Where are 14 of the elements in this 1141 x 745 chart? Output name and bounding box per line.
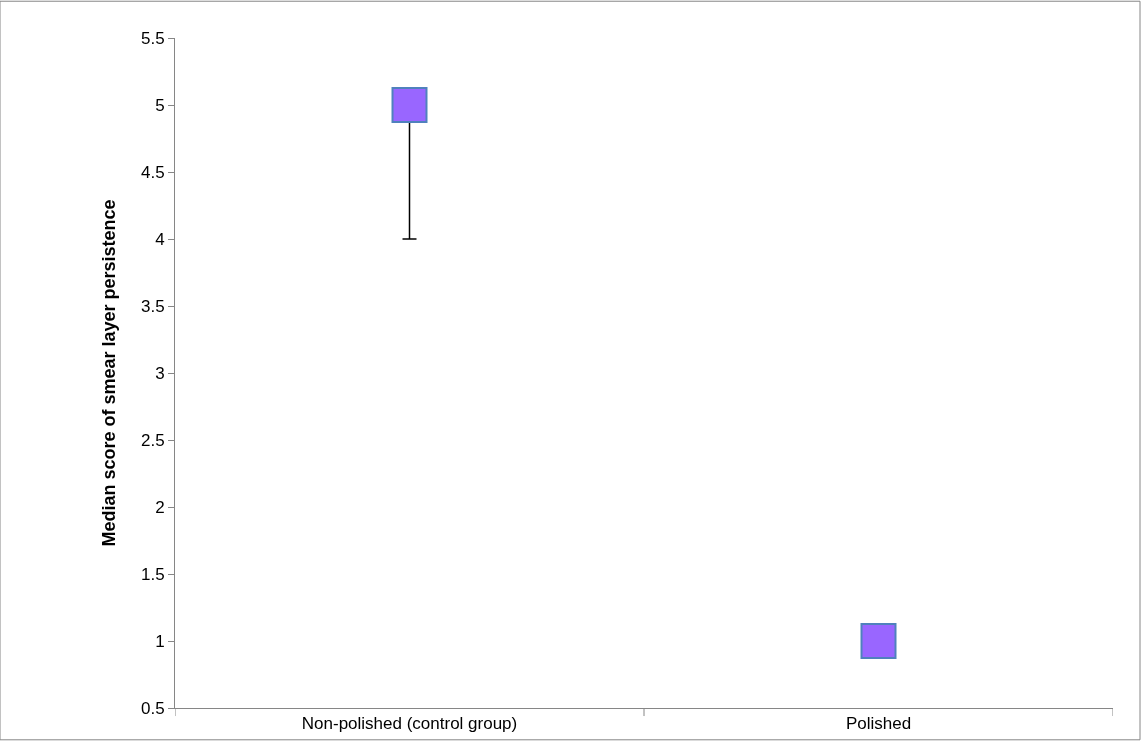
x-tick-label: Polished — [845, 714, 912, 734]
y-tick-label: 3.5 — [140, 296, 165, 316]
y-tick-label: 5 — [155, 95, 165, 115]
y-tick-label: 2.5 — [140, 430, 165, 450]
y-tick-label: 1 — [155, 631, 165, 651]
y-tick-label: 1.5 — [140, 564, 165, 584]
x-tick-label: Non-polished (control group) — [301, 714, 518, 734]
y-tick-label: 4.5 — [140, 162, 165, 182]
y-tick-label: 0.5 — [140, 698, 165, 718]
y-tick-label: 4 — [155, 229, 165, 249]
y-tick-label: 5.5 — [140, 28, 165, 48]
y-tick-label: 3 — [155, 363, 165, 383]
y-axis-title: Median score of smear layer persistence — [99, 199, 120, 547]
y-tick-label: 2 — [155, 497, 165, 517]
